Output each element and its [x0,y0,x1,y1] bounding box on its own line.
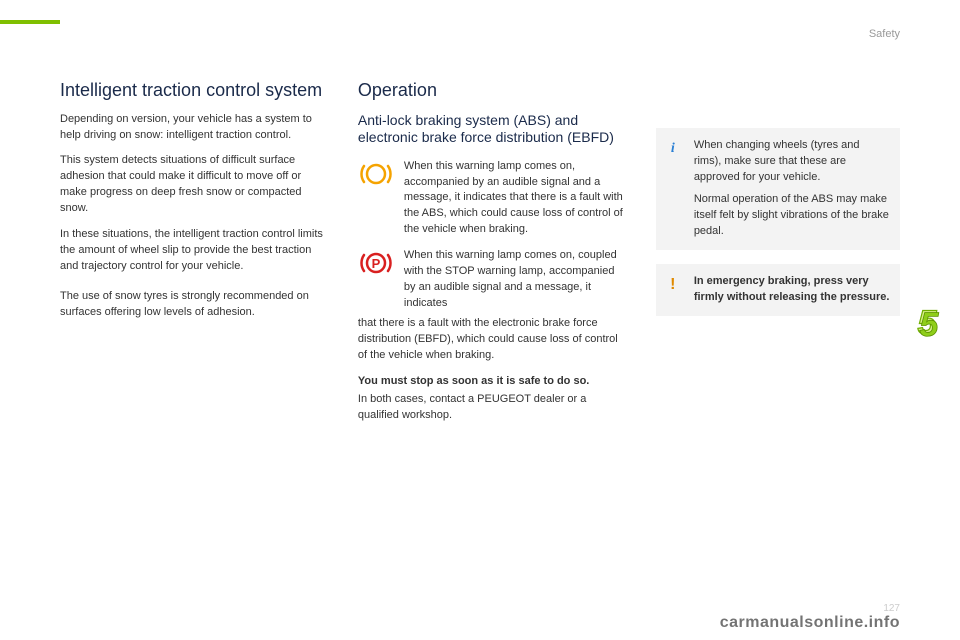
abs-warning-row: When this warning lamp comes on, accompa… [358,159,628,239]
abs-warning-text: When this warning lamp comes on, accompa… [404,159,628,239]
accent-bar [0,20,60,24]
itc-paragraph: Depending on version, your vehicle has a… [60,112,330,144]
info-box-text: When changing wheels (tyres and rims), m… [694,138,890,240]
page-content: Intelligent traction control system Depe… [60,80,900,434]
svg-text:P: P [372,256,381,271]
info-box: i When changing wheels (tyres and rims),… [656,128,900,250]
info-text-line: When changing wheels (tyres and rims), m… [694,138,890,186]
chapter-tab: 5 5 [906,300,950,344]
column-left: Intelligent traction control system Depe… [60,80,330,434]
ebfd-warning-text-rest: that there is a fault with the electroni… [358,316,628,364]
watermark: carmanualsonline.info [720,614,900,632]
itc-paragraph: In these situations, the intelligent tra… [60,227,330,275]
info-icon: i [662,138,684,160]
stop-instruction: You must stop as soon as it is safe to d… [358,374,628,390]
chapter-number-front: 5 [920,306,940,344]
abs-ebfd-subtitle: Anti-lock braking system (ABS) and elect… [358,112,628,147]
warning-icon: ! [662,274,684,296]
warning-box: ! In emergency braking, press very firml… [656,264,900,316]
ebfd-warning-text-lead: When this warning lamp comes on, coupled… [404,248,628,312]
itc-paragraph: This system detects situations of diffic… [60,153,330,217]
itc-title: Intelligent traction control system [60,80,330,102]
spacer [656,80,900,128]
contact-instruction: In both cases, contact a PEUGEOT dealer … [358,392,628,424]
column-right: i When changing wheels (tyres and rims),… [656,80,900,434]
operation-title: Operation [358,80,628,102]
info-text-line: Normal operation of the ABS may make its… [694,192,890,240]
page-category: Safety [869,28,900,40]
column-middle: Operation Anti-lock braking system (ABS)… [358,80,628,434]
itc-paragraph: The use of snow tyres is strongly recomm… [60,289,330,321]
ebfd-warning-row: P When this warning lamp comes on, coupl… [358,248,628,312]
warning-box-text: In emergency braking, press very firmly … [694,274,890,306]
brake-warning-icon: P [358,248,394,284]
page-number: 127 [883,603,900,614]
abs-warning-icon [358,159,394,195]
